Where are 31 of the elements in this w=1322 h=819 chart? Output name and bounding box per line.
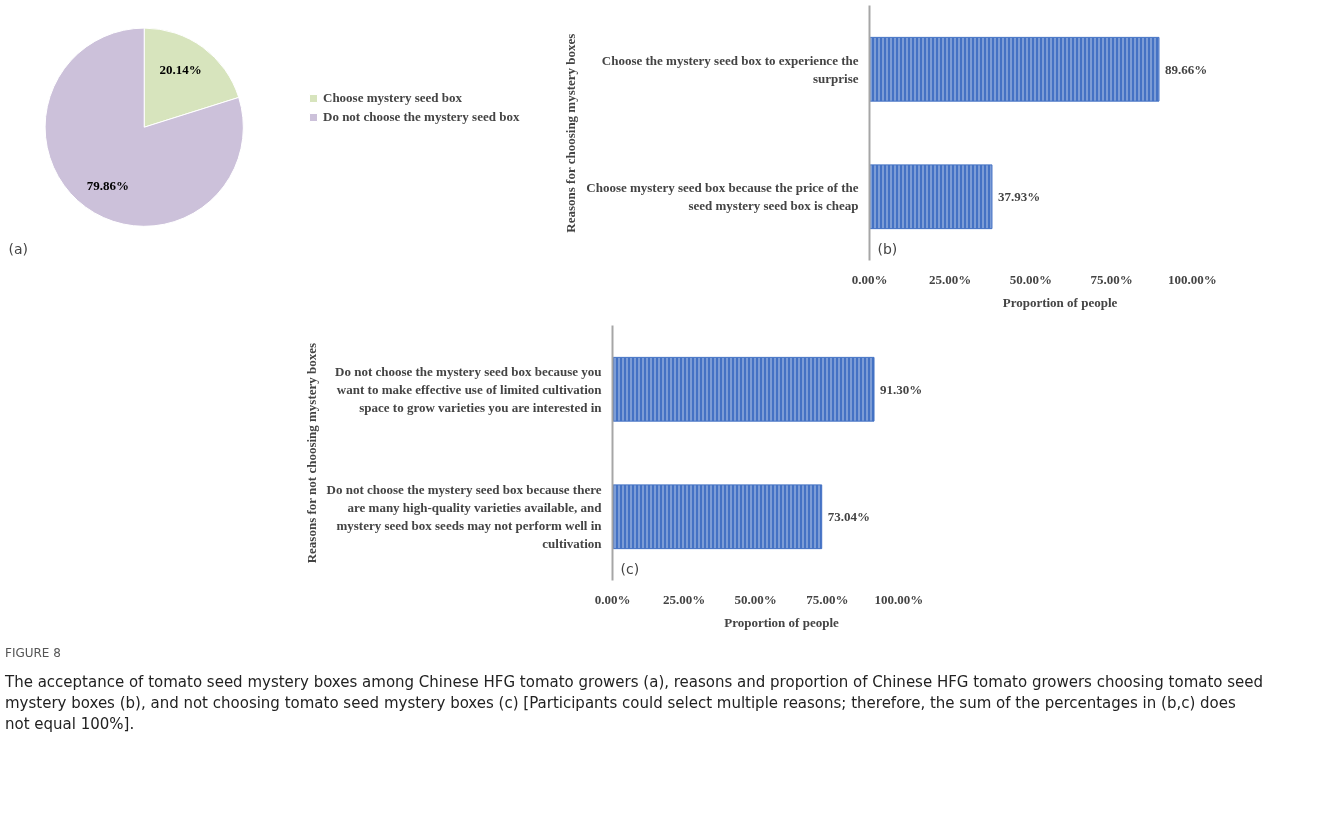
x-axis-title: Proportion of people xyxy=(724,614,840,630)
x-tick-label: 0.00% xyxy=(594,591,631,607)
x-tick-label: 75.00% xyxy=(1090,271,1133,287)
x-axis-title: Proportion of people xyxy=(1002,294,1118,310)
data-label: 73.04% xyxy=(827,509,870,525)
x-tick-label: 50.00% xyxy=(1009,271,1053,287)
data-label: 79.86% xyxy=(86,177,129,193)
x-tick-label: 25.00% xyxy=(929,271,972,287)
x-tick-label: 75.00% xyxy=(806,591,849,607)
data-label: 20.14% xyxy=(159,61,202,77)
x-tick-label: 100.00% xyxy=(1168,271,1217,287)
legend-label: Choose mystery seed box xyxy=(323,90,463,106)
text: (a) xyxy=(8,240,29,257)
data-label: 89.66% xyxy=(1165,61,1208,77)
y-axis-title: Reasons for choosing mystery boxes xyxy=(563,33,579,233)
y-axis-title: Reasons for not choosing mystery boxes xyxy=(303,342,319,564)
caption: FIGURE 8 xyxy=(5,645,61,662)
annotation: (b) xyxy=(877,240,898,257)
x-tick-label: 25.00% xyxy=(662,591,706,607)
x-tick-label: 0.00% xyxy=(851,271,888,287)
y-tick-label: Choose mystery seed box because the price of the seed mystery seed box is cheap xyxy=(586,180,859,214)
y-tick-label: Do not choose the mystery seed box because you want to make effective use of limited cultivation space to grow varieties you are interested in xyxy=(335,363,603,415)
y-tick-label: Do not choose the mystery seed box because there are many high-quality varieties available, and mystery seed box seeds may not perform well in cultivation xyxy=(326,482,603,552)
x-tick-label: 50.00% xyxy=(734,591,777,607)
data-label: 37.93% xyxy=(997,189,1041,205)
text: The acceptance of tomato seed mystery boxes among Chinese HFG tomato growers (a), reasons and proportion of Chinese HFG tomato growers choosing tomato seed mystery boxes (b), and not choosing tomato seed mystery boxes (c) [Participants could select multiple reasons; therefore, the sum of the percentages in (b,c) does not equal 100%]. xyxy=(5,671,1265,735)
legend-label: Do not choose the mystery seed box xyxy=(323,109,520,125)
annotation: (c) xyxy=(620,560,640,577)
data-label: 91.30% xyxy=(880,381,923,397)
x-tick-label: 100.00% xyxy=(874,591,924,607)
y-tick-label: Choose the mystery seed box to experience the surprise xyxy=(601,52,859,86)
